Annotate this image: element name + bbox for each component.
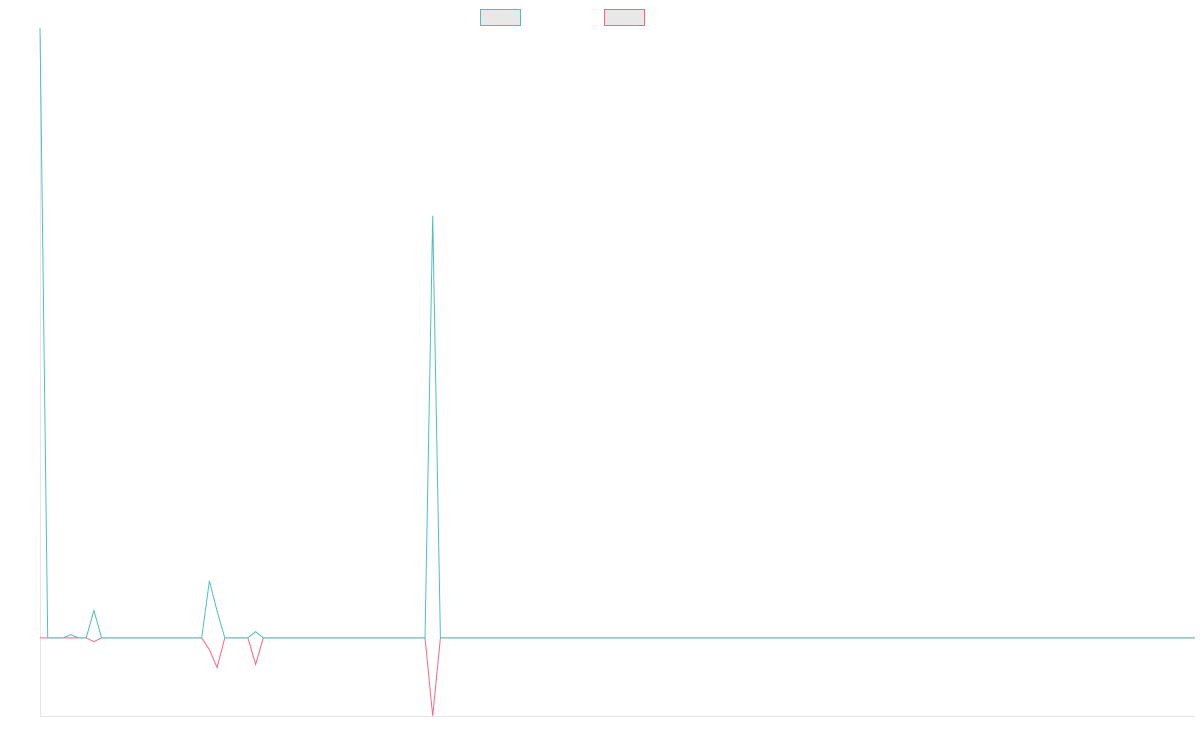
series-layer [39, 28, 1195, 717]
legend-swatch-series-2[interactable] [604, 9, 645, 26]
series-line-2 [40, 637, 1195, 717]
legend [480, 9, 645, 26]
legend-swatch-series-1[interactable] [480, 9, 521, 26]
series-line-1 [39, 28, 1195, 639]
